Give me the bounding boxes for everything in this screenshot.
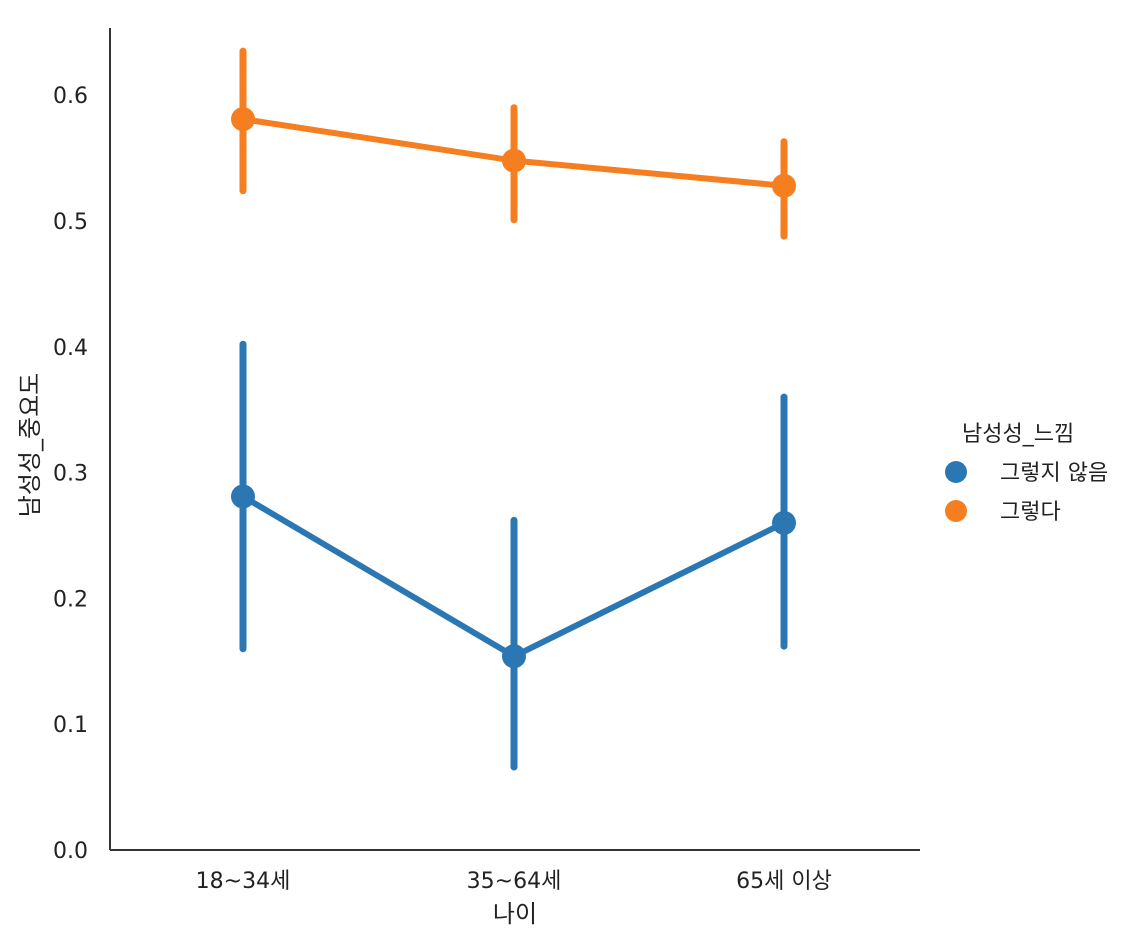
y-tick-label: 0.2	[53, 587, 88, 612]
x-axis-label: 나이	[493, 900, 537, 928]
legend-title: 남성성_느낌	[962, 422, 1074, 447]
axes	[109, 28, 920, 851]
legend: 남성성_느낌 그렇지 않음 그렇다	[945, 422, 1108, 525]
data-point	[502, 148, 526, 173]
x-tick-label: 35~64세	[467, 869, 562, 894]
y-tick-label: 0.3	[53, 462, 88, 487]
legend-label-series-1: 그렇지 않음	[1000, 461, 1108, 486]
series-layer	[231, 47, 796, 771]
data-point	[772, 173, 796, 198]
series-1	[231, 340, 796, 771]
series-2	[231, 47, 796, 240]
legend-marker-series-1	[945, 461, 967, 483]
x-tick-labels: 18~34세 35~64세 65세 이상	[196, 869, 832, 894]
x-tick-label: 65세 이상	[736, 869, 832, 894]
y-tick-label: 0.1	[53, 713, 88, 738]
data-point	[502, 644, 526, 669]
y-tick-label: 0.0	[53, 839, 88, 864]
data-point	[231, 107, 255, 132]
y-tick-label: 0.5	[53, 210, 88, 235]
y-axis-label: 남성성_중요도	[16, 373, 44, 517]
y-tick-label: 0.4	[53, 336, 88, 361]
x-tick-label: 18~34세	[196, 869, 291, 894]
legend-marker-series-2	[945, 500, 967, 522]
data-point	[772, 510, 796, 535]
legend-label-series-2: 그렇다	[1000, 500, 1061, 525]
data-point	[231, 484, 255, 509]
y-tick-label: 0.6	[53, 84, 88, 109]
y-tick-labels: 0.0 0.1 0.2 0.3 0.4 0.5 0.6	[53, 84, 88, 864]
